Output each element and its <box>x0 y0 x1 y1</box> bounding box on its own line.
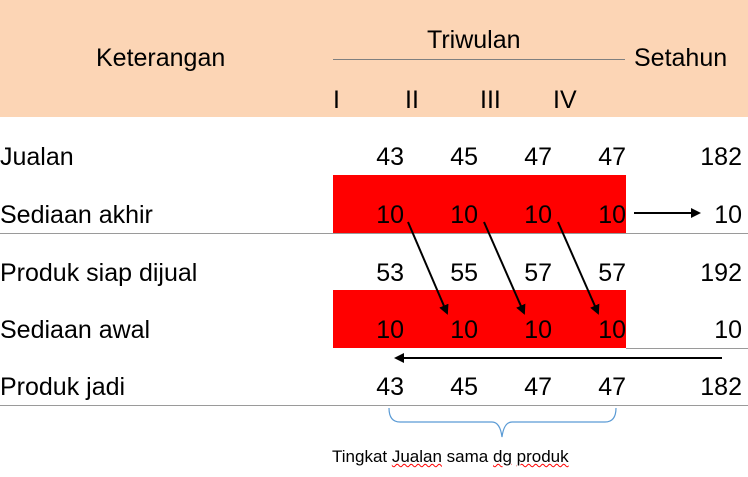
header-setahun: Setahun <box>634 44 728 72</box>
cell-produk-jadi-q4: 47 <box>598 373 626 401</box>
row-divider <box>0 233 748 234</box>
cell-sediaan-awal-q1: 10 <box>376 316 404 344</box>
cell-produk-siap-q2: 55 <box>450 259 478 287</box>
cell-sediaan-awal-q4: 10 <box>598 316 626 344</box>
cell-produk-jadi-total: 182 <box>700 373 742 401</box>
header-quarter-4: IV <box>553 86 577 114</box>
table-header <box>0 0 748 117</box>
cell-sediaan-awal-total: 10 <box>714 316 742 344</box>
cell-sediaan-awal-q3: 10 <box>524 316 552 344</box>
cell-produk-jadi-q1: 43 <box>376 373 404 401</box>
note-text: Tingkat Jualan sama dg produk <box>332 447 569 466</box>
cell-sediaan-akhir-q1: 10 <box>376 201 404 229</box>
sediaan-awal-highlight <box>333 290 626 348</box>
header-quarter-1: I <box>333 86 340 114</box>
arrow-q1-to-q2 <box>407 221 449 315</box>
header-quarter-3: III <box>480 86 501 114</box>
cell-sediaan-akhir-q4: 10 <box>598 201 626 229</box>
cell-produk-siap-q4: 57 <box>598 259 626 287</box>
cell-jualan-q2: 45 <box>450 143 478 171</box>
sediaan-akhir-highlight <box>333 175 626 233</box>
brace <box>388 407 617 438</box>
cell-produk-siap-q3: 57 <box>524 259 552 287</box>
row-divider <box>0 405 748 406</box>
cell-sediaan-awal-q2: 10 <box>450 316 478 344</box>
row-label-produk-siap-dijual: Produk siap dijual <box>0 259 198 287</box>
cell-jualan-total: 182 <box>700 143 742 171</box>
cell-produk-siap-q1: 53 <box>376 259 404 287</box>
arrow-q2-to-q3 <box>483 221 526 315</box>
header-keterangan: Keterangan <box>96 44 226 72</box>
triwulan-divider <box>333 59 625 60</box>
row-label-sediaan-akhir: Sediaan akhir <box>0 201 153 229</box>
cell-jualan-q1: 43 <box>376 143 404 171</box>
row-label-jualan: Jualan <box>0 143 74 171</box>
header-triwulan: Triwulan <box>427 26 521 54</box>
cell-produk-jadi-q3: 47 <box>524 373 552 401</box>
cell-sediaan-akhir-q3: 10 <box>524 201 552 229</box>
row-label-sediaan-awal: Sediaan awal <box>0 316 151 344</box>
arrow-q3-to-q4 <box>557 221 600 315</box>
cell-sediaan-akhir-total: 10 <box>714 201 742 229</box>
row-divider <box>626 348 748 349</box>
cell-jualan-q3: 47 <box>524 143 552 171</box>
header-quarter-2: II <box>405 86 419 114</box>
row-label-produk-jadi: Produk jadi <box>0 373 126 401</box>
cell-sediaan-akhir-q2: 10 <box>450 201 478 229</box>
cell-produk-siap-total: 192 <box>700 259 742 287</box>
cell-produk-jadi-q2: 45 <box>450 373 478 401</box>
cell-jualan-q4: 47 <box>598 143 626 171</box>
